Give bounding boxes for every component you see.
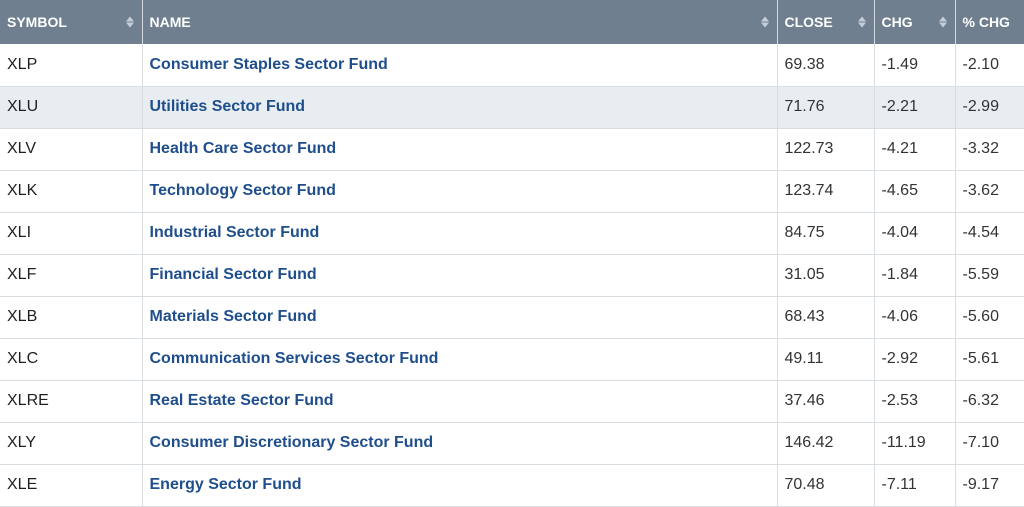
close-cell: 49.11 (777, 338, 875, 381)
name-cell: Consumer Discretionary Sector Fund (142, 422, 778, 465)
table-header: SYMBOL NAME CLOSE CHG % CHG (0, 0, 1024, 44)
symbol-cell: XLF (0, 254, 143, 297)
fund-name-link[interactable]: Health Care Sector Fund (149, 140, 337, 157)
symbol-cell: XLI (0, 212, 143, 255)
fund-name-link[interactable]: Financial Sector Fund (149, 266, 317, 283)
name-cell: Financial Sector Fund (142, 254, 778, 297)
table-row: XLB Materials Sector Fund 68.43 -4.06 -5… (0, 296, 1024, 339)
chg-cell: -4.06 (874, 296, 956, 339)
close-cell: 70.48 (777, 464, 875, 507)
fund-name-link[interactable]: Energy Sector Fund (149, 476, 302, 493)
table-row: XLP Consumer Staples Sector Fund 69.38 -… (0, 44, 1024, 87)
chg-cell: -2.53 (874, 380, 956, 423)
pct-chg-cell: -7.10 (955, 422, 1024, 465)
fund-name-link[interactable]: Consumer Discretionary Sector Fund (149, 434, 434, 451)
sort-icon[interactable] (125, 16, 134, 28)
close-cell: 71.76 (777, 86, 875, 129)
symbol-cell: XLV (0, 128, 143, 171)
table-row: XLE Energy Sector Fund 70.48 -7.11 -9.17 (0, 464, 1024, 507)
table-row: XLF Financial Sector Fund 31.05 -1.84 -5… (0, 254, 1024, 297)
close-cell: 31.05 (777, 254, 875, 297)
table-row: XLY Consumer Discretionary Sector Fund 1… (0, 422, 1024, 465)
close-cell: 123.74 (777, 170, 875, 213)
chg-cell: -7.11 (874, 464, 956, 507)
symbol-cell: XLU (0, 86, 143, 129)
fund-name-link[interactable]: Communication Services Sector Fund (149, 350, 439, 367)
pct-chg-cell: -5.60 (955, 296, 1024, 339)
pct-chg-cell: -4.54 (955, 212, 1024, 255)
chg-cell: -2.92 (874, 338, 956, 381)
table-row: XLI Industrial Sector Fund 84.75 -4.04 -… (0, 212, 1024, 255)
chg-cell: -2.21 (874, 86, 956, 129)
fund-name-link[interactable]: Industrial Sector Fund (149, 224, 320, 241)
chg-cell: -4.21 (874, 128, 956, 171)
pct-chg-cell: -5.59 (955, 254, 1024, 297)
symbol-cell: XLC (0, 338, 143, 381)
name-cell: Real Estate Sector Fund (142, 380, 778, 423)
table-row: XLU Utilities Sector Fund 71.76 -2.21 -2… (0, 86, 1024, 129)
name-cell: Technology Sector Fund (142, 170, 778, 213)
close-cell: 146.42 (777, 422, 875, 465)
close-cell: 84.75 (777, 212, 875, 255)
fund-name-link[interactable]: Technology Sector Fund (149, 182, 336, 199)
symbol-cell: XLRE (0, 380, 143, 423)
table-row: XLK Technology Sector Fund 123.74 -4.65 … (0, 170, 1024, 213)
chg-cell: -4.65 (874, 170, 956, 213)
fund-name-link[interactable]: Utilities Sector Fund (149, 98, 306, 115)
sort-icon[interactable] (857, 16, 866, 28)
close-cell: 122.73 (777, 128, 875, 171)
pct-chg-cell: -6.32 (955, 380, 1024, 423)
fund-name-link[interactable]: Real Estate Sector Fund (149, 392, 334, 409)
column-header-symbol[interactable]: SYMBOL (0, 0, 143, 44)
column-header-name-label: NAME (149, 14, 191, 30)
column-header-pct-chg-label: % CHG (962, 14, 1010, 30)
column-header-name[interactable]: NAME (142, 0, 778, 44)
table-row: XLRE Real Estate Sector Fund 37.46 -2.53… (0, 380, 1024, 423)
column-header-symbol-label: SYMBOL (7, 14, 67, 30)
pct-chg-cell: -3.62 (955, 170, 1024, 213)
column-header-pct-chg[interactable]: % CHG (955, 0, 1024, 44)
name-cell: Health Care Sector Fund (142, 128, 778, 171)
pct-chg-cell: -2.99 (955, 86, 1024, 129)
close-cell: 69.38 (777, 44, 875, 87)
symbol-cell: XLY (0, 422, 143, 465)
table-body: XLP Consumer Staples Sector Fund 69.38 -… (0, 44, 1024, 507)
pct-chg-cell: -9.17 (955, 464, 1024, 507)
chg-cell: -1.84 (874, 254, 956, 297)
sort-icon[interactable] (938, 16, 947, 28)
column-header-chg-label: CHG (881, 14, 913, 30)
symbol-cell: XLE (0, 464, 143, 507)
column-header-close[interactable]: CLOSE (777, 0, 875, 44)
name-cell: Utilities Sector Fund (142, 86, 778, 129)
sort-icon[interactable] (760, 16, 769, 28)
table-row: XLV Health Care Sector Fund 122.73 -4.21… (0, 128, 1024, 171)
name-cell: Consumer Staples Sector Fund (142, 44, 778, 87)
chg-cell: -11.19 (874, 422, 956, 465)
chg-cell: -4.04 (874, 212, 956, 255)
pct-chg-cell: -2.10 (955, 44, 1024, 87)
symbol-cell: XLP (0, 44, 143, 87)
header-row: SYMBOL NAME CLOSE CHG % CHG (0, 0, 1024, 44)
chg-cell: -1.49 (874, 44, 956, 87)
table-row: XLC Communication Services Sector Fund 4… (0, 338, 1024, 381)
close-cell: 68.43 (777, 296, 875, 339)
symbol-cell: XLB (0, 296, 143, 339)
pct-chg-cell: -5.61 (955, 338, 1024, 381)
name-cell: Industrial Sector Fund (142, 212, 778, 255)
column-header-close-label: CLOSE (784, 14, 833, 30)
fund-name-link[interactable]: Consumer Staples Sector Fund (149, 55, 388, 73)
pct-chg-cell: -3.32 (955, 128, 1024, 171)
fund-name-link[interactable]: Materials Sector Fund (149, 308, 317, 325)
name-cell: Energy Sector Fund (142, 464, 778, 507)
name-cell: Communication Services Sector Fund (142, 338, 778, 381)
symbol-cell: XLK (0, 170, 143, 213)
close-cell: 37.46 (777, 380, 875, 423)
name-cell: Materials Sector Fund (142, 296, 778, 339)
column-header-chg[interactable]: CHG (874, 0, 956, 44)
